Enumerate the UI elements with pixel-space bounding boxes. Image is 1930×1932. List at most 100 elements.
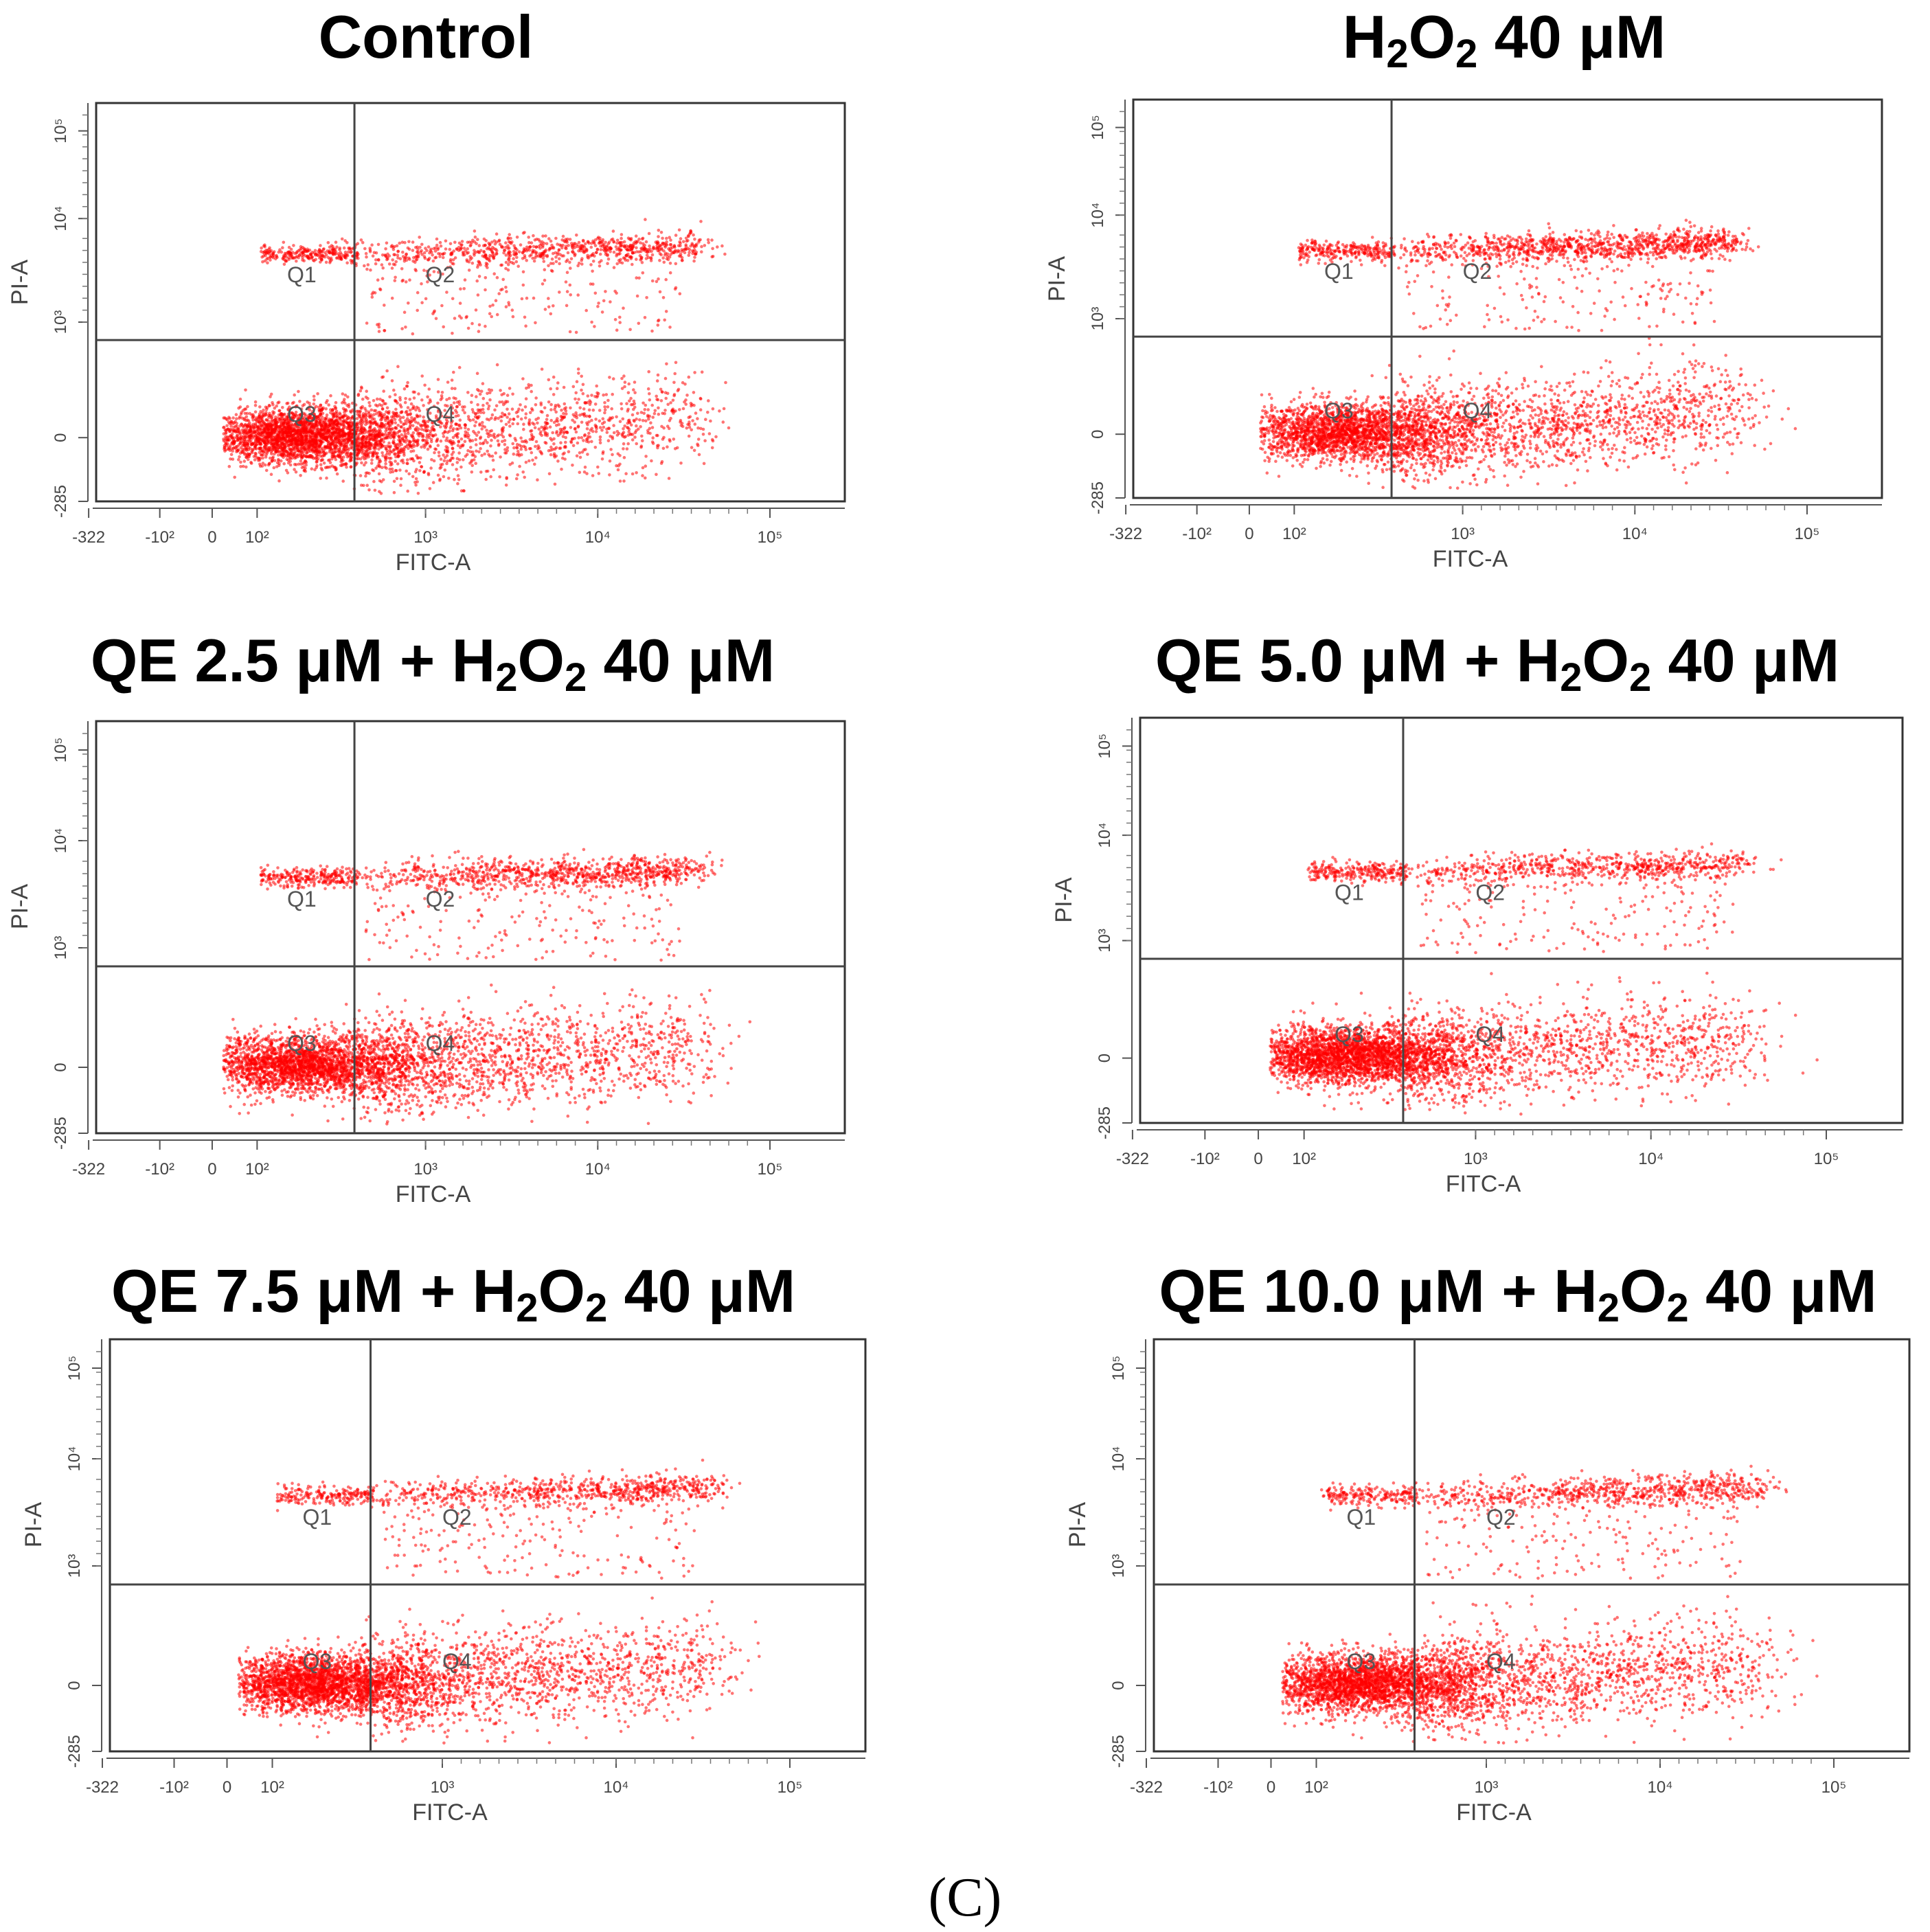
event-dot [321,407,325,411]
event-dot [437,271,440,274]
event-dot [389,245,394,249]
event-dot [345,462,348,466]
event-dot [431,481,435,484]
event-dot [707,432,712,435]
event-dot [350,401,354,405]
event-dot [532,234,535,238]
event-dot [473,229,477,233]
event-dot [569,242,574,245]
event-dot [298,400,302,403]
event-dot [609,250,612,253]
event-dot [247,448,251,452]
event-dot [517,407,521,411]
event-dot [311,429,315,433]
event-dot [321,450,326,454]
event-dot [400,433,403,437]
event-dot [377,325,381,329]
event-dot [372,413,376,416]
event-dot [394,455,398,459]
event-dot [365,420,369,423]
event-dot [635,424,638,428]
event-dot [631,262,634,266]
event-dot [600,422,604,426]
event-dot [576,293,580,297]
event-dot [336,413,339,418]
event-dot [595,427,598,431]
event-dot [368,247,372,250]
event-dot [520,453,523,457]
event-dot [387,419,391,423]
event-dot [328,465,332,469]
event-dot [260,464,264,468]
event-dot [387,422,390,425]
event-dot [374,258,378,262]
event-dot [449,404,453,407]
event-dot [291,456,294,460]
event-dot [392,448,396,451]
event-dot [355,461,359,465]
event-dot [288,432,292,436]
event-dot [477,323,481,327]
event-dot [623,256,626,260]
event-dot [313,468,317,472]
event-dot [543,278,547,282]
event-dot [598,236,602,240]
event-dot [531,437,534,442]
event-dot [312,402,316,406]
event-dot [269,432,273,436]
event-dot [669,242,673,247]
event-dot [593,254,596,258]
event-dot [405,255,408,259]
event-dot [356,437,360,440]
event-dot [337,453,341,457]
event-dot [509,236,512,240]
event-dot [659,399,663,402]
event-dot [530,435,534,438]
event-dot [246,405,249,409]
event-dot [668,262,672,265]
event-dot [569,293,572,297]
event-dot [453,240,457,245]
event-dot [664,310,668,313]
event-dot [386,257,389,261]
event-dot [460,243,464,247]
event-dot [606,398,610,402]
event-dot [615,238,620,242]
event-dot [557,257,561,261]
event-dot [365,453,369,457]
event-dot [622,479,626,483]
event-dot [335,472,339,476]
event-dot [512,446,516,450]
event-dot [405,458,409,462]
event-dot [435,237,439,241]
event-dot [596,304,600,308]
event-dot [584,308,588,312]
event-dot [662,249,666,253]
event-dot [396,462,400,466]
event-dot [315,460,319,464]
event-dot [533,238,537,242]
event-dot [473,253,476,257]
event-dot [586,437,589,441]
event-dot [468,255,472,258]
event-dot [584,242,587,246]
event-dot [416,255,420,259]
event-dot [677,250,681,253]
event-dot [723,252,727,256]
event-dot [445,398,449,402]
event-dot [648,392,651,396]
event-dot [324,433,328,436]
event-dot [635,294,639,298]
event-dot [342,455,345,459]
event-dot [392,253,396,256]
event-dot [355,440,359,444]
event-dot [281,406,284,409]
event-dot [406,413,409,417]
event-dot [356,451,360,455]
event-dot [400,267,404,271]
event-dot [598,435,602,439]
event-dot [493,436,497,440]
event-dot [554,260,558,264]
event-dot [288,435,292,438]
event-dot [651,436,655,440]
